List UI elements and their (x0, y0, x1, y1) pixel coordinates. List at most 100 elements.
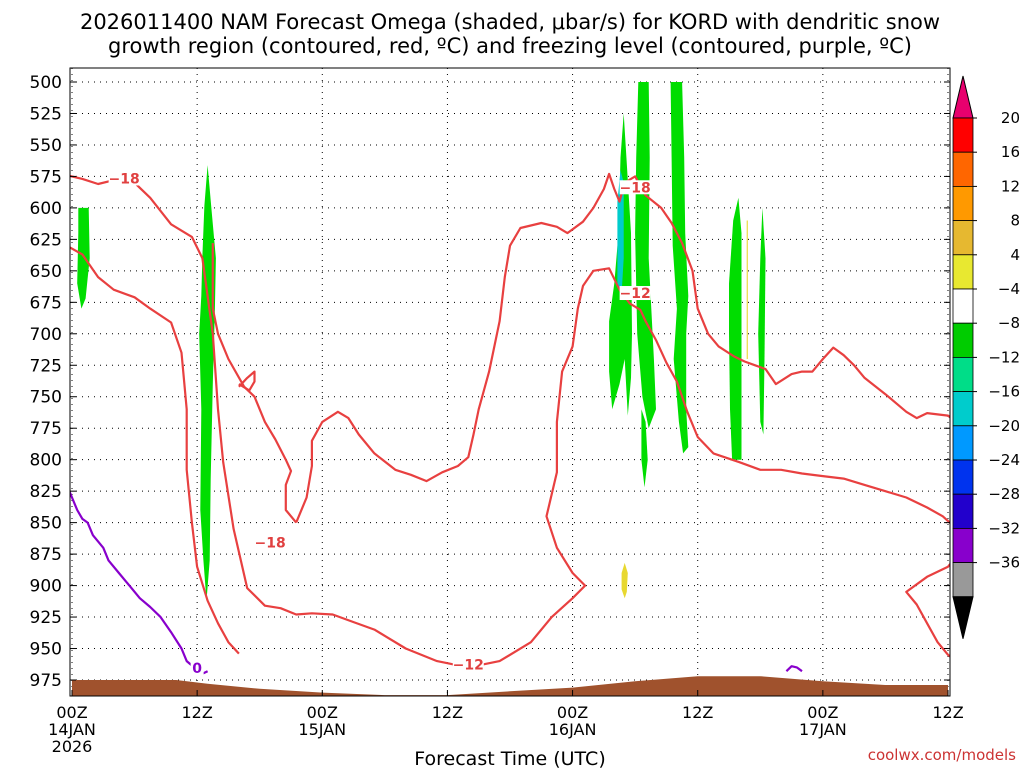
colorbar-label-13: −36 (988, 554, 1020, 572)
contour-line-3 (238, 370, 256, 392)
y-axis-ticks: 500 525 550 575 600 625 650 675 700 725 750 775 800 8… (30, 73, 950, 691)
colorbar: 20 16 12 8 4 −4 −8 −12 −16 −20 −24 −28 −32 −36 (952, 75, 1020, 639)
omega-region-10 (746, 220, 748, 359)
y-tick-label-15: 875 (30, 545, 62, 565)
colorbar-label-6: −8 (998, 314, 1020, 332)
colorbar-label-7: −12 (988, 348, 1020, 366)
colorbar-label-0: 20 (1001, 109, 1020, 127)
x-tick-label-3-0: 12Z (432, 703, 463, 722)
colorbar-swatch-7 (952, 356, 974, 392)
colorbar-swatch-5 (952, 288, 974, 324)
terrain-fill (72, 676, 948, 696)
x-tick-label-6-0: 00Z (807, 703, 838, 722)
contour-line-1 (70, 246, 240, 655)
y-tick-label-14: 850 (30, 514, 62, 534)
x-tick-label-2-0: 00Z (307, 703, 338, 722)
contour-label-bg-5 (190, 661, 204, 676)
x-tick-label-0-0: 00Z (56, 703, 87, 722)
y-tick-label-6: 650 (30, 262, 62, 282)
colorbar-label-10: −24 (988, 451, 1020, 469)
terrain-polygon (72, 676, 948, 696)
contour-label-1: −18 (255, 535, 286, 551)
omega-region-3 (635, 82, 656, 429)
colorbar-swatch-11 (952, 493, 974, 529)
omega-region-6 (729, 197, 742, 460)
x-tick-label-6-1: 17JAN (799, 720, 847, 739)
chart-title-line1: 2026011400 NAM Forecast Omega (shaded, μ… (80, 10, 940, 34)
credit-text: coolwx.com/models (868, 746, 1016, 764)
x-axis-label: Forecast Time (UTC) (414, 748, 605, 768)
colorbar-label-9: −20 (988, 417, 1020, 435)
y-tick-label-4: 600 (30, 199, 62, 219)
y-tick-label-19: 975 (30, 671, 62, 691)
plot-frame (69, 67, 951, 697)
contour-label-bg-4 (452, 657, 484, 672)
y-tick-label-7: 675 (30, 293, 62, 313)
colorbar-label-11: −28 (988, 485, 1020, 503)
y-tick-label-10: 750 (30, 388, 62, 408)
omega-region-4 (641, 409, 648, 488)
contour-line-2 (211, 243, 298, 524)
chart-title-line2: growth region (contoured, red, ºC) and f… (108, 34, 912, 58)
colorbar-swatch-3 (952, 220, 974, 256)
x-tick-label-7-0: 12Z (932, 703, 963, 722)
colorbar-swatch-1 (952, 151, 974, 187)
colorbar-swatch-6 (952, 322, 974, 358)
contour-label-0: −18 (109, 171, 140, 187)
y-tick-label-17: 925 (30, 608, 62, 628)
colorbar-swatch-4 (952, 254, 974, 290)
colorbar-swatch-8 (952, 391, 974, 427)
y-tick-label-8: 700 (30, 325, 62, 345)
contour-line-7 (785, 665, 803, 673)
omega-region-9 (621, 562, 628, 599)
y-tick-label-13: 825 (30, 482, 62, 502)
temperature-contours (70, 172, 950, 675)
y-tick-label-2: 550 (30, 136, 62, 156)
colorbar-label-1: 16 (1001, 143, 1020, 161)
colorbar-label-8: −16 (988, 383, 1020, 401)
contour-label-bg-0 (108, 171, 140, 186)
x-tick-label-0-2: 2026 (52, 737, 93, 756)
contour-label-2: −18 (620, 180, 651, 196)
contour-label-5: 0 (192, 661, 202, 677)
colorbar-swatch-9 (952, 425, 974, 461)
y-tick-label-1: 525 (30, 104, 62, 124)
omega-region-7 (758, 207, 766, 435)
y-tick-label-3: 575 (30, 167, 62, 187)
colorbar-label-3: 8 (1010, 212, 1020, 230)
plot-area: −18 −18 −18 −12 −12 0 (69, 67, 951, 697)
y-tick-label-12: 800 (30, 451, 62, 471)
colorbar-label-2: 12 (1001, 177, 1020, 195)
colorbar-label-4: 4 (1010, 246, 1020, 264)
omega-region-5 (670, 82, 689, 454)
contour-label-bg-1 (254, 535, 286, 550)
y-tick-label-5: 625 (30, 230, 62, 250)
contour-line-4 (295, 172, 950, 524)
contour-label-3: −12 (620, 286, 651, 302)
colorbar-label-5: −4 (998, 280, 1020, 298)
contour-line-0 (70, 174, 950, 669)
colorbar-top-arrow (952, 75, 974, 119)
y-tick-label-16: 900 (30, 577, 62, 597)
x-tick-label-1-0: 12Z (181, 703, 212, 722)
x-tick-label-4-0: 00Z (557, 703, 588, 722)
colorbar-swatch-10 (952, 459, 974, 495)
x-tick-label-0-1: 14JAN (48, 720, 96, 739)
colorbar-swatch-12 (952, 528, 974, 564)
contour-label-bg-3 (619, 286, 651, 301)
colorbar-label-12: −32 (988, 519, 1020, 537)
x-tick-label-2-1: 15JAN (298, 720, 346, 739)
contour-label-bg-2 (619, 180, 651, 195)
x-tick-label-4-1: 16JAN (549, 720, 597, 739)
contour-labels: −18 −18 −18 −12 −12 0 (109, 171, 651, 677)
y-tick-label-18: 950 (30, 640, 62, 660)
y-tick-label-9: 725 (30, 356, 62, 376)
colorbar-swatch-13 (952, 562, 974, 598)
y-tick-label-0: 500 (30, 73, 62, 93)
colorbar-swatch-2 (952, 185, 974, 221)
colorbar-swatch-0 (952, 117, 974, 153)
omega-region-0 (77, 207, 90, 309)
contour-label-4: −12 (453, 657, 484, 673)
